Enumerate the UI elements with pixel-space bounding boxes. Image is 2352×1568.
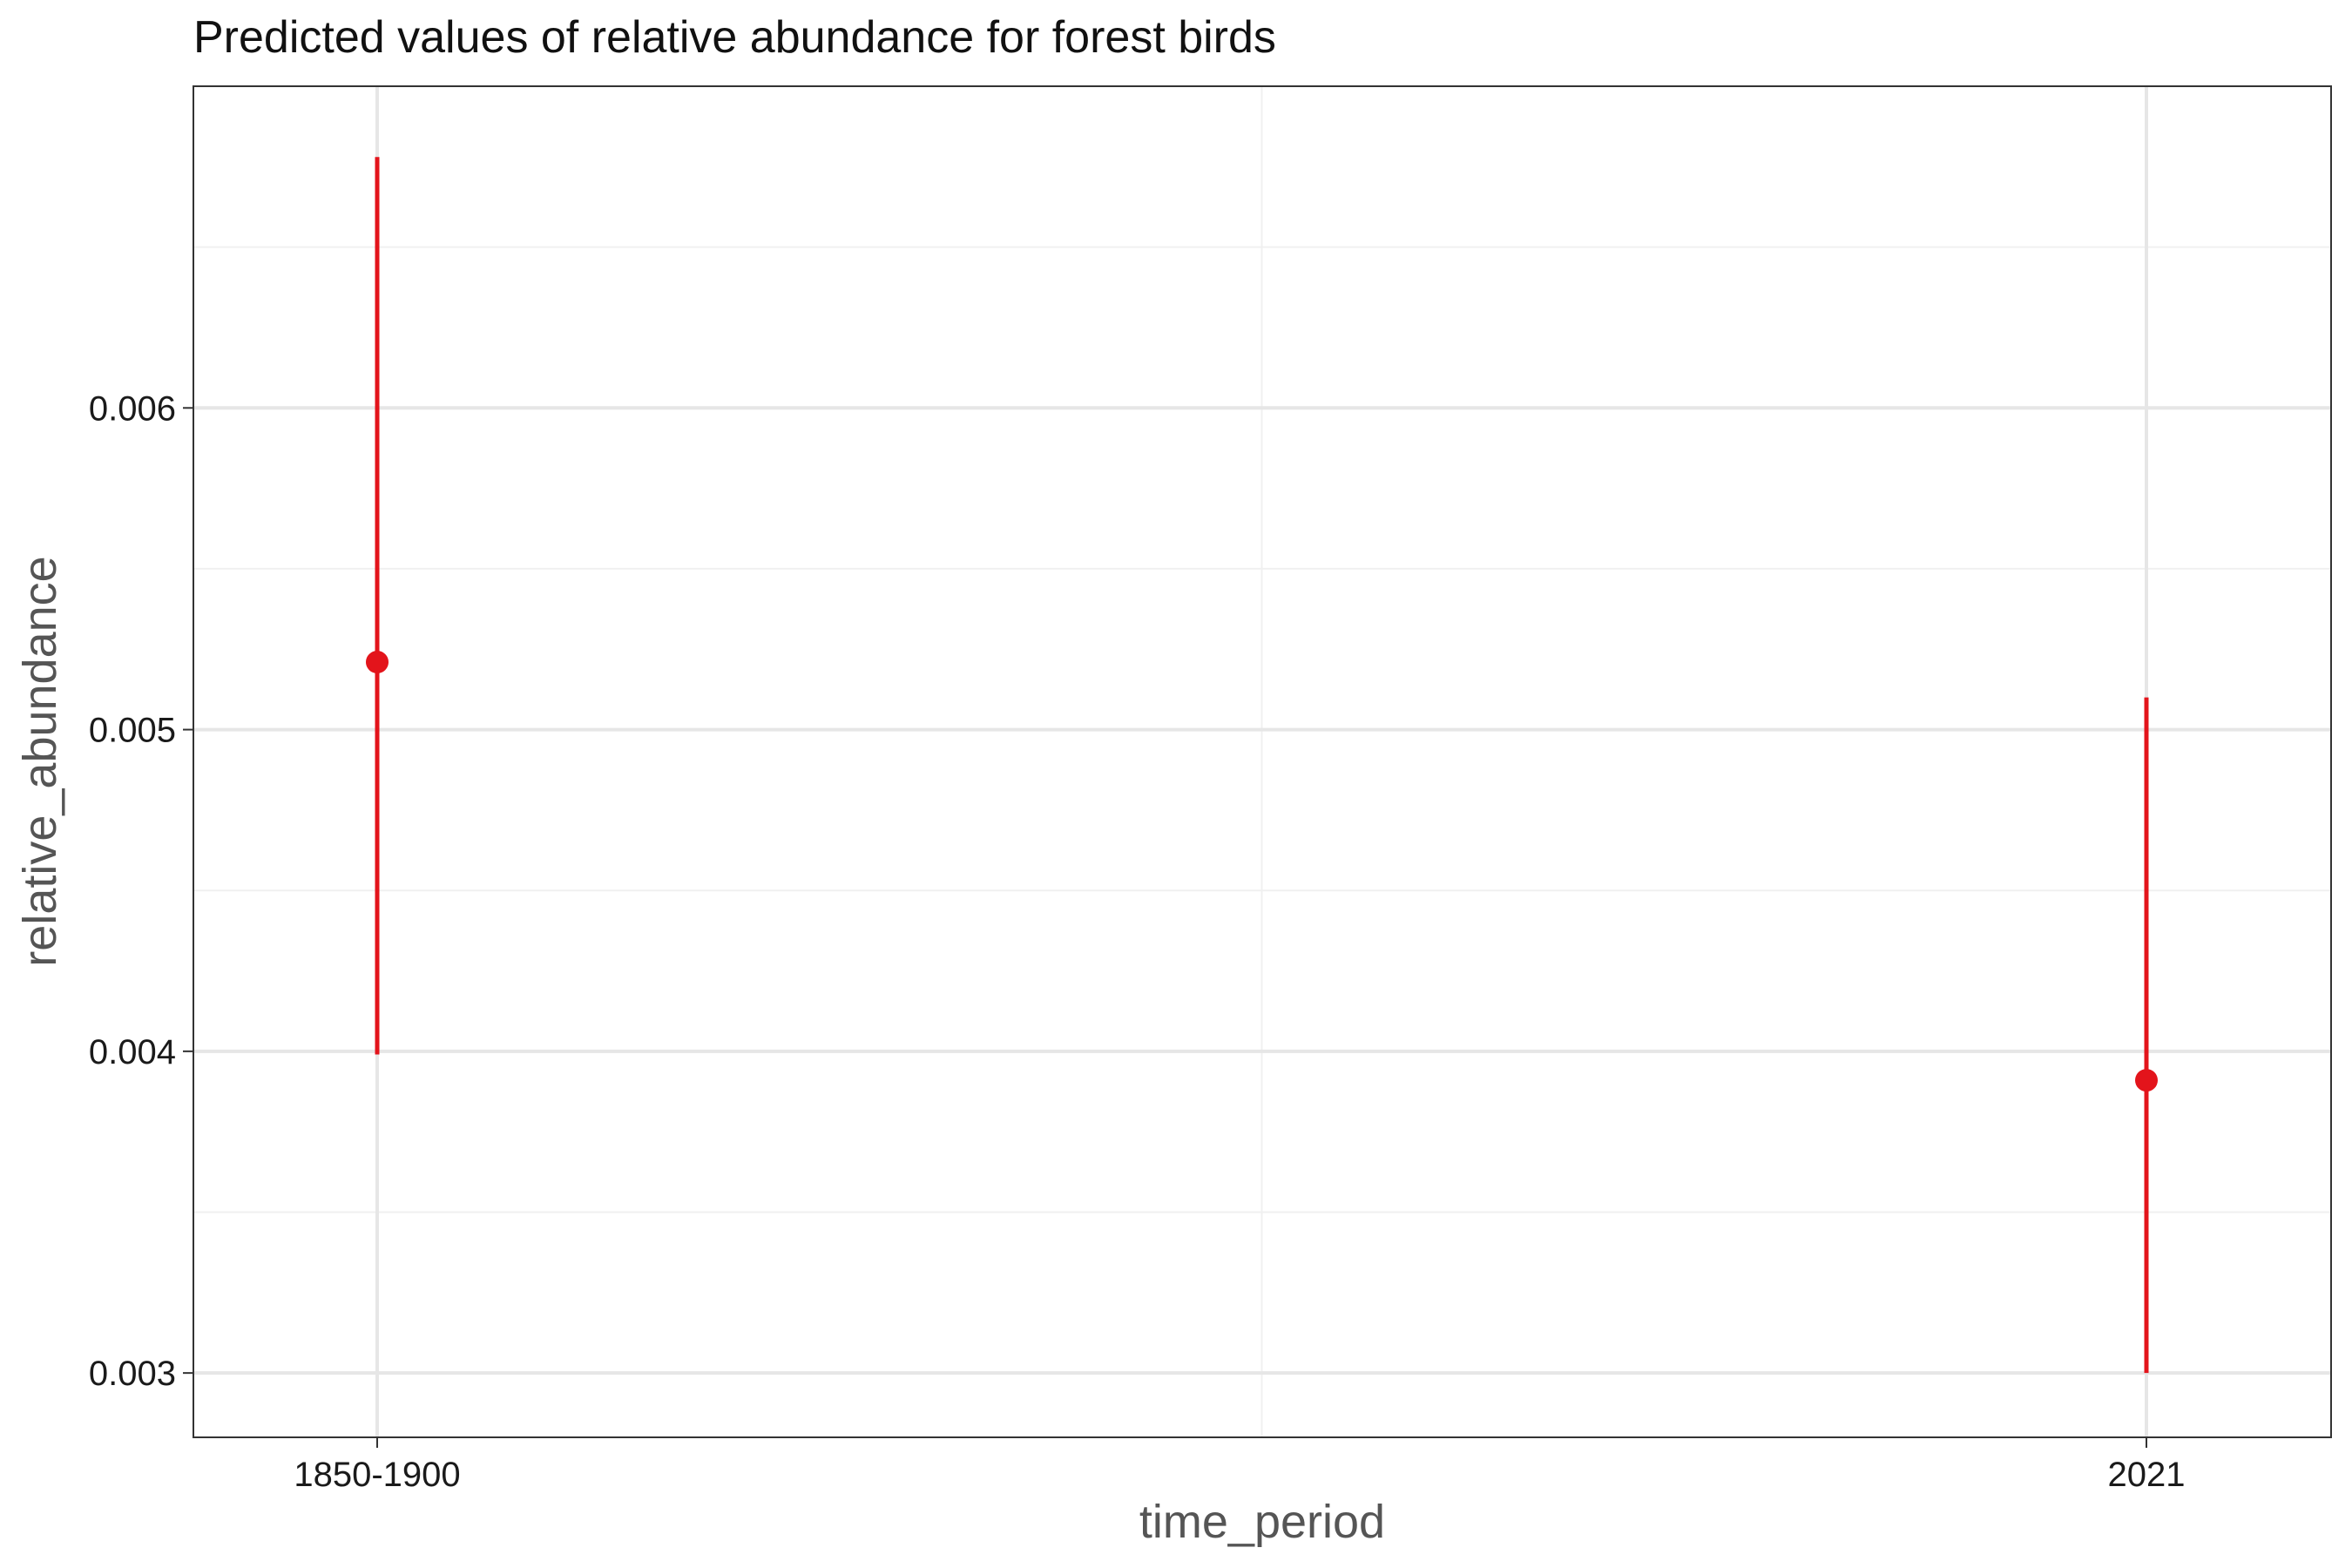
x-axis-title: time_period bbox=[1139, 1496, 1385, 1548]
y-tick-label: 0.003 bbox=[89, 1355, 176, 1393]
chart-title: Predicted values of relative abundance f… bbox=[193, 12, 1276, 63]
data-point bbox=[2135, 1069, 2158, 1092]
y-axis-title: relative_abundance bbox=[14, 556, 66, 966]
plot-border bbox=[193, 85, 2332, 1438]
y-tick-label: 0.006 bbox=[89, 389, 176, 428]
data-point bbox=[366, 651, 389, 674]
x-axis-ticks: 1850-1900 2021 bbox=[294, 1437, 2185, 1494]
error-bars bbox=[375, 157, 2149, 1374]
minor-gridlines bbox=[193, 86, 2331, 1437]
y-tick-label: 0.004 bbox=[89, 1033, 176, 1071]
x-tick-label: 1850-1900 bbox=[294, 1456, 460, 1494]
data-points bbox=[366, 651, 2158, 1092]
y-axis-ticks: 0.003 0.004 0.005 0.006 bbox=[89, 389, 193, 1393]
y-tick-label: 0.005 bbox=[89, 712, 176, 750]
x-tick-label: 2021 bbox=[2108, 1456, 2186, 1494]
